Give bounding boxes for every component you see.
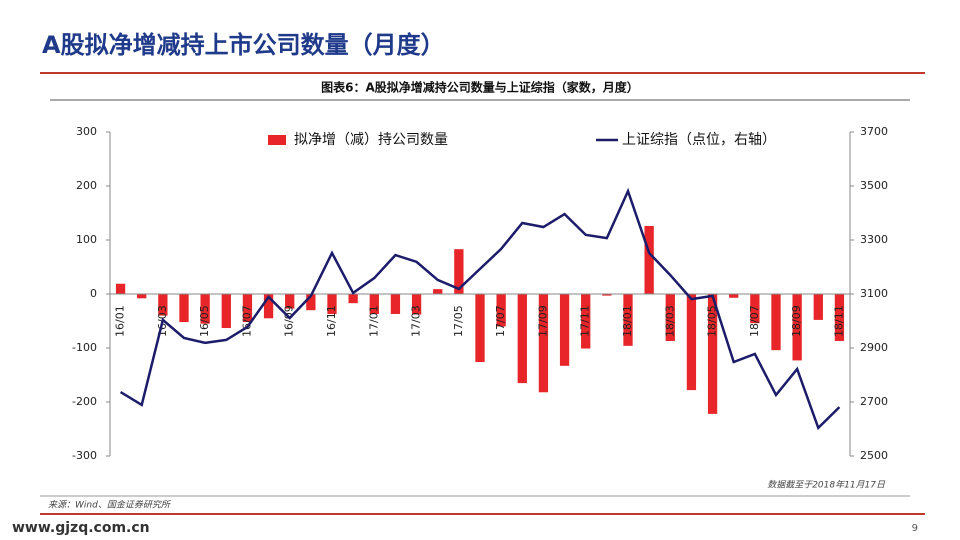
bar [496,294,506,327]
y2-tick-label: 3100 [860,287,888,300]
bar [158,294,168,316]
x-tick-label: 16/05 [198,305,211,337]
x-tick-label: 17/09 [536,305,549,337]
bar [263,294,274,319]
bar [369,294,379,314]
bar [707,294,718,414]
x-tick-label: 18/07 [748,305,761,337]
bar [327,294,337,314]
bar [813,294,823,320]
bar [242,294,253,323]
footer-site: www.gjzq.com.cn [12,520,150,536]
bar [792,294,802,361]
y2-tick-label: 3500 [860,179,888,192]
y2-tick-label: 3300 [860,233,888,246]
bar [348,294,358,304]
bar [390,294,401,314]
chart-title: 图表6：A股拟净增减持公司数量与上证综指（家数，月度） [321,80,639,95]
bar [771,294,781,351]
source: 来源：Wind、国金证券研究所 [48,500,172,511]
y2-tick-label: 2700 [860,395,888,408]
index-line [119,187,841,431]
bar [686,294,697,391]
bar [285,294,295,309]
y-tick-label: -200 [72,395,97,408]
x-tick-label: 16/01 [114,305,127,337]
y-tick-label: 0 [90,287,97,300]
bar [602,294,612,296]
bar [581,294,591,349]
bar [623,294,633,346]
x-tick-label: 16/11 [325,305,338,337]
legend-label: 拟净增（减）持公司数量 [294,132,448,148]
y-tick-label: 300 [76,125,97,138]
bar [411,294,422,315]
x-tick-label: 18/09 [790,305,803,337]
x-tick-label: 18/11 [832,305,845,337]
y-tick-label: -300 [72,449,97,462]
bar [115,283,126,294]
y-tick-label: 200 [76,179,97,192]
bar [538,294,549,393]
bar [559,294,570,366]
bar [517,294,527,384]
y2-tick-label: 2500 [860,449,888,462]
legend-swatch [268,135,286,145]
x-tick-label: 17/05 [452,305,465,337]
bar [454,249,464,294]
slide-title: A股拟净增减持上市公司数量（月度） [42,31,445,59]
y2-tick-label: 3700 [860,125,888,138]
bar [834,294,845,341]
y-tick-label: 100 [76,233,97,246]
x-tick-label: 17/01 [367,305,380,337]
data-note: 数据截至于2018年11月17日 [767,480,886,491]
legend-label: 上证综指（点位，右轴） [622,132,776,148]
x-tick-label: 18/05 [706,305,719,337]
bar [729,294,739,298]
bar [306,294,316,311]
bar [200,294,210,324]
bar [433,289,443,294]
x-tick-label: 17/07 [494,305,507,337]
y-tick-label: -100 [72,341,97,354]
x-tick-label: 18/03 [663,305,676,337]
bar [644,225,654,294]
bar [665,294,675,341]
y2-tick-label: 2900 [860,341,888,354]
bar [221,294,231,329]
x-tick-label: 17/03 [410,305,423,337]
x-tick-label: 18/01 [621,305,634,337]
bar [137,294,147,299]
bar [179,294,189,323]
page-number: 9 [912,523,918,534]
x-tick-label: 17/11 [579,305,592,337]
bar [750,294,760,324]
x-tick-label: 16/09 [283,305,296,337]
bar [475,294,485,363]
